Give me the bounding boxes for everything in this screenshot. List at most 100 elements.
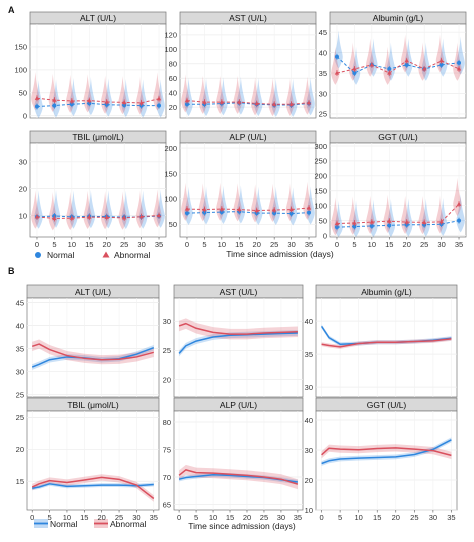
y-tick-label: 40 bbox=[16, 321, 24, 330]
series-line-normal bbox=[186, 102, 310, 106]
point-abnormal bbox=[139, 100, 144, 105]
plot-area bbox=[173, 410, 304, 511]
panel-b-ggt-u-l: GGT (U/L) 10 20 30 40 0 5 10 15 20 25 30 35 bbox=[305, 397, 458, 522]
y-tick-label: 40 bbox=[305, 317, 313, 326]
series-line-abnormal bbox=[321, 338, 452, 348]
panel-a-ggt-u-l: GGT (U/L) 0 50 100 150 200 250 300 0 5 10 15 20 25 30 3… bbox=[314, 130, 467, 249]
point-normal bbox=[352, 224, 357, 229]
panel-title: ALP (U/L) bbox=[229, 132, 266, 142]
y-tick-label: 30 bbox=[319, 89, 327, 98]
point-abnormal bbox=[254, 208, 259, 213]
point-abnormal bbox=[439, 219, 444, 224]
legend-a-abnormal-label: Abnormal bbox=[114, 250, 150, 260]
y-tick-label: 20 bbox=[19, 184, 27, 193]
legend-a-normal-label: Normal bbox=[47, 250, 75, 260]
violin-normal bbox=[404, 38, 413, 77]
section-b-x-axis-label: Time since admission (days) bbox=[188, 521, 296, 531]
plot-area bbox=[26, 297, 160, 398]
point-abnormal bbox=[87, 98, 92, 103]
point-normal bbox=[157, 103, 162, 108]
point-normal bbox=[439, 62, 444, 67]
y-tick-label: 60 bbox=[169, 74, 177, 83]
point-abnormal bbox=[52, 97, 57, 102]
point-abnormal bbox=[271, 101, 277, 106]
point-abnormal bbox=[334, 221, 340, 226]
series-line-abnormal bbox=[186, 100, 310, 105]
y-tick-label: 30 bbox=[305, 446, 313, 455]
x-tick-label: 10 bbox=[68, 240, 76, 249]
x-tick-label: 10 bbox=[63, 513, 71, 522]
panel-a-alt-u-l: ALT (U/L) 0 50 100 150 bbox=[14, 11, 167, 121]
y-tick-label: 150 bbox=[14, 43, 27, 52]
point-normal bbox=[457, 60, 462, 65]
y-tick-label: 200 bbox=[314, 172, 327, 181]
y-tick-label: 25 bbox=[16, 413, 24, 422]
x-tick-label: 5 bbox=[352, 240, 356, 249]
x-tick-label: 25 bbox=[120, 240, 128, 249]
point-normal bbox=[289, 211, 294, 216]
violin-normal bbox=[138, 190, 148, 229]
y-tick-label: 25 bbox=[319, 110, 327, 119]
violin-normal bbox=[271, 186, 280, 225]
y-tick-label: 75 bbox=[163, 445, 171, 454]
x-tick-label: 15 bbox=[226, 513, 234, 522]
panel-b-tbil-mol-l: TBIL (μmol/L) 15 20 25 0 5 10 15 20 25 30 35 bbox=[16, 397, 160, 522]
x-tick-label: 35 bbox=[150, 513, 158, 522]
panel-b-alt-u-l: ALT (U/L) 25 30 35 40 45 bbox=[16, 284, 160, 399]
violin-abnormal bbox=[135, 190, 145, 229]
series-line-abnormal bbox=[336, 203, 460, 225]
x-tick-label: 35 bbox=[305, 240, 313, 249]
point-normal bbox=[334, 225, 339, 230]
point-normal bbox=[369, 223, 374, 228]
y-tick-label: 15 bbox=[16, 477, 24, 486]
y-tick-label: 50 bbox=[19, 89, 27, 98]
panel-a-ast-u-l: AST (U/L) 20 40 60 80 100 120 bbox=[164, 11, 317, 119]
panel-title: ALT (U/L) bbox=[80, 13, 116, 23]
y-tick-label: 250 bbox=[314, 157, 327, 166]
series-line-abnormal bbox=[178, 322, 298, 335]
y-tick-label: 20 bbox=[16, 445, 24, 454]
y-tick-label: 70 bbox=[163, 473, 171, 482]
y-tick-label: 20 bbox=[169, 103, 177, 112]
x-tick-label: 25 bbox=[420, 240, 428, 249]
violin-normal bbox=[456, 36, 465, 75]
point-abnormal bbox=[104, 99, 109, 104]
violin-normal bbox=[104, 78, 113, 117]
point-abnormal bbox=[352, 220, 357, 225]
panel-a-tbil-mol-l: TBIL (μmol/L) 10 20 30 0 5 10 15 20 25 30 35 bbox=[19, 130, 167, 249]
point-abnormal bbox=[69, 215, 75, 220]
violin-normal bbox=[219, 77, 228, 116]
x-tick-label: 30 bbox=[429, 513, 437, 522]
point-normal bbox=[69, 102, 74, 107]
point-abnormal bbox=[404, 58, 409, 63]
series-line-abnormal bbox=[36, 215, 160, 219]
x-tick-label: 30 bbox=[132, 513, 140, 522]
point-normal bbox=[307, 210, 312, 215]
violin-normal bbox=[236, 76, 246, 115]
y-tick-label: 30 bbox=[16, 367, 24, 376]
panel-b-albumin-g-l: Albumin (g/L) 30 35 40 bbox=[305, 284, 458, 398]
violin-normal bbox=[138, 79, 148, 118]
violin-normal bbox=[438, 197, 448, 237]
legend-b-normal-label: Normal bbox=[50, 519, 78, 529]
violin-normal bbox=[456, 194, 465, 233]
legend-a-normal-marker bbox=[35, 252, 41, 258]
x-tick-label: 25 bbox=[260, 513, 268, 522]
violin-abnormal bbox=[48, 73, 58, 112]
section-b-label: B bbox=[8, 266, 15, 276]
point-normal bbox=[272, 211, 277, 216]
point-abnormal bbox=[404, 219, 409, 224]
series-line-abnormal bbox=[36, 97, 160, 104]
y-tick-label: 80 bbox=[163, 418, 171, 427]
panel-title: AST (U/L) bbox=[229, 13, 267, 23]
x-tick-label: 5 bbox=[194, 513, 198, 522]
ci-band-normal bbox=[32, 344, 154, 370]
x-tick-label: 0 bbox=[319, 513, 323, 522]
point-normal bbox=[387, 223, 392, 228]
panel-a-albumin-g-l: Albumin (g/L) 25 30 35 40 45 bbox=[319, 11, 467, 119]
violin-normal bbox=[351, 46, 361, 85]
point-normal bbox=[352, 71, 357, 76]
point-normal bbox=[34, 104, 39, 109]
violin-abnormal bbox=[153, 72, 162, 111]
x-tick-label: 30 bbox=[287, 240, 295, 249]
